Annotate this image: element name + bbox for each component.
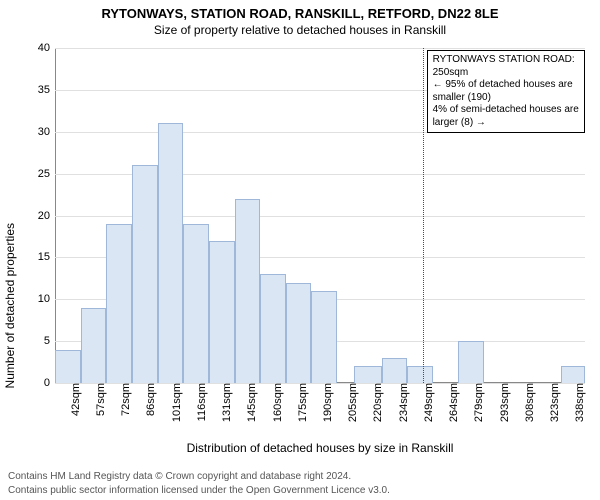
histogram-bar (311, 291, 337, 383)
histogram-bar (132, 165, 158, 383)
plot-area: 051015202530354042sqm57sqm72sqm86sqm101s… (55, 48, 585, 383)
y-tick-label: 20 (38, 210, 55, 222)
y-tick-label: 10 (38, 293, 55, 305)
annotation-line: ← 95% of detached houses are smaller (19… (433, 79, 579, 104)
x-tick-label: 175sqm (295, 383, 309, 422)
histogram-bar (407, 366, 433, 383)
y-tick-label: 5 (44, 335, 55, 347)
histogram-bar (458, 341, 484, 383)
histogram-bar (286, 283, 312, 384)
grid-line (55, 48, 585, 49)
histogram-bar (106, 224, 132, 383)
x-tick-label: 205sqm (345, 383, 359, 422)
chart-container: { "title": "RYTONWAYS, STATION ROAD, RAN… (0, 0, 600, 500)
annotation-box: RYTONWAYS STATION ROAD: 250sqm← 95% of d… (427, 50, 585, 133)
y-tick-label: 15 (38, 251, 55, 263)
x-tick-label: 131sqm (219, 383, 233, 422)
histogram-bar (209, 241, 235, 383)
histogram-bar (260, 274, 286, 383)
x-tick-label: 72sqm (118, 383, 132, 416)
x-tick-label: 145sqm (244, 383, 258, 422)
x-tick-label: 234sqm (396, 383, 410, 422)
x-tick-label: 264sqm (446, 383, 460, 422)
marker-line (423, 48, 424, 383)
y-tick-label: 40 (38, 42, 55, 54)
x-axis-label: Distribution of detached houses by size … (55, 441, 585, 455)
x-tick-label: 57sqm (93, 383, 107, 416)
histogram-bar (183, 224, 209, 383)
x-tick-label: 338sqm (572, 383, 586, 422)
y-tick-label: 25 (38, 168, 55, 180)
histogram-bar (81, 308, 107, 383)
chart-subtitle: Size of property relative to detached ho… (0, 21, 600, 37)
y-tick-label: 0 (44, 377, 55, 389)
y-tick-label: 35 (38, 84, 55, 96)
histogram-bar (382, 358, 408, 383)
footer-line-2: Contains public sector information licen… (8, 485, 390, 496)
annotation-line: RYTONWAYS STATION ROAD: 250sqm (433, 54, 579, 79)
histogram-bar (55, 350, 81, 384)
x-tick-label: 86sqm (143, 383, 157, 416)
annotation-line: 4% of semi-detached houses are larger (8… (433, 104, 579, 129)
x-tick-label: 190sqm (320, 383, 334, 422)
x-tick-label: 293sqm (497, 383, 511, 422)
x-tick-label: 220sqm (370, 383, 384, 422)
x-tick-label: 101sqm (169, 383, 183, 422)
x-tick-label: 279sqm (471, 383, 485, 422)
footer-line-1: Contains HM Land Registry data © Crown c… (8, 471, 351, 482)
histogram-bar (235, 199, 261, 383)
histogram-bar (158, 123, 184, 383)
x-tick-label: 116sqm (194, 383, 208, 421)
histogram-bar (354, 366, 381, 383)
x-tick-label: 249sqm (421, 383, 435, 422)
x-tick-label: 42sqm (68, 383, 82, 416)
x-tick-label: 160sqm (270, 383, 284, 422)
chart-title: RYTONWAYS, STATION ROAD, RANSKILL, RETFO… (0, 0, 600, 21)
y-tick-label: 30 (38, 126, 55, 138)
x-tick-label: 308sqm (522, 383, 536, 422)
histogram-bar (561, 366, 585, 383)
x-tick-label: 323sqm (547, 383, 561, 422)
